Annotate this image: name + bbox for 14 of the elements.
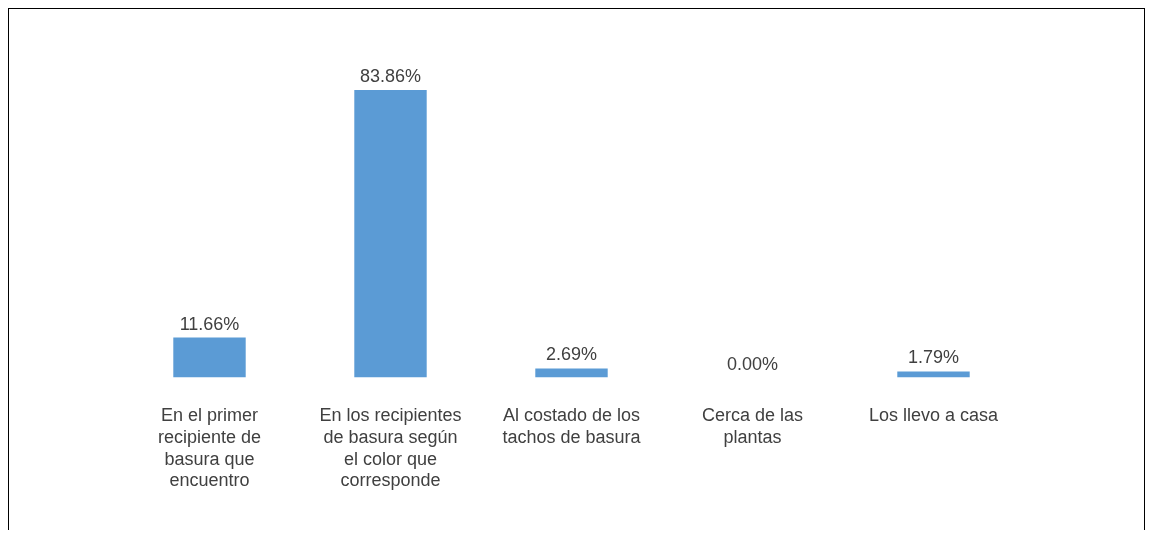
- bar: [173, 337, 246, 378]
- bar: [535, 368, 608, 378]
- x-tick-label: Al costado de los tachos de basura: [502, 405, 642, 447]
- x-tick-label: En los recipientes de basura según el color que corresponde: [319, 405, 462, 491]
- x-tick-label: Los llevo a casa: [868, 405, 1000, 426]
- data-label: 1.79%: [907, 347, 960, 368]
- data-label: 11.66%: [179, 313, 240, 334]
- x-tick-label: En el primer recipiente de basura que encuentro: [157, 405, 262, 491]
- bar: [354, 90, 427, 378]
- data-label: 2.69%: [545, 344, 598, 365]
- data-label: 83.86%: [359, 66, 422, 87]
- x-tick-label: Cerca de las plantas: [701, 405, 804, 447]
- bar: [897, 371, 970, 378]
- data-label: 0.00%: [726, 353, 779, 374]
